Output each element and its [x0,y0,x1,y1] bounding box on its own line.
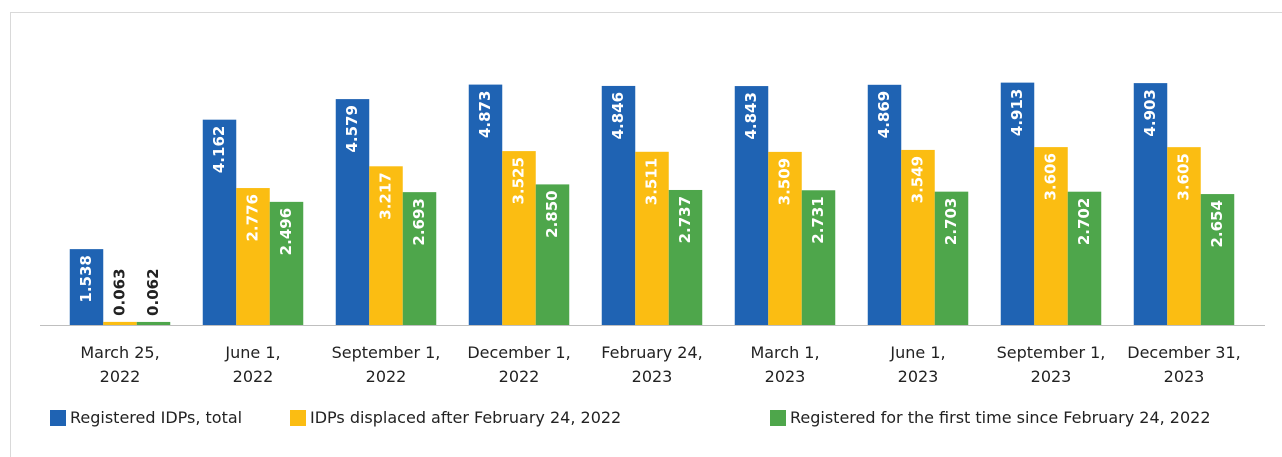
value-label: 3.605 [1175,153,1193,200]
bar [1000,82,1035,325]
x-tick-label: September 1, 2023 [996,343,1106,386]
bar [502,151,536,325]
bar [1167,147,1201,325]
value-label: 3.525 [510,157,528,204]
value-label: 2.737 [676,196,694,243]
value-label: 3.549 [909,156,927,203]
bar [103,321,137,325]
value-label: 2.702 [1075,198,1093,245]
bar [867,84,902,326]
value-label: 2.496 [277,208,295,255]
x-tick-label: March 25, 2022 [80,343,160,386]
bar [601,85,636,325]
bar [768,151,802,325]
value-label: 4.843 [742,92,760,139]
value-label: 2.693 [410,198,428,245]
bar [1200,194,1235,325]
value-label: 0.063 [111,268,129,315]
value-label: 3.511 [643,158,661,205]
bar [801,190,836,325]
bar [136,321,171,325]
x-tick-label: December 1, 2022 [467,343,571,386]
value-label: 4.846 [609,92,627,139]
bar [1133,83,1168,325]
bar [236,188,270,325]
value-label: 2.776 [244,194,262,241]
value-label: 4.903 [1141,89,1159,136]
bar [734,86,769,325]
legend-item: Registered IDPs, total [50,408,242,427]
value-label: 3.509 [776,158,794,205]
bar [202,119,237,325]
legend-label: Registered for the first time since Febr… [790,408,1211,427]
bar [635,151,669,325]
value-label: 2.850 [543,190,561,237]
value-label: 4.162 [210,126,228,173]
value-label: 1.538 [77,255,95,302]
x-tick-label: September 1, 2022 [331,343,441,386]
legend-label: IDPs displaced after February 24, 2022 [310,408,622,427]
bar [335,99,370,326]
bar [402,192,437,325]
value-label: 4.869 [875,91,893,138]
value-label: 4.913 [1008,89,1026,136]
bar [535,184,570,325]
bar [1034,147,1068,325]
legend-swatch [290,409,306,426]
value-label: 3.606 [1042,153,1060,200]
x-tick-label: February 24, 2023 [601,343,703,386]
legend-item: Registered for the first time since Febr… [770,408,1211,427]
value-label: 2.703 [942,198,960,245]
legend-label: Registered IDPs, total [70,408,243,427]
bar [934,191,969,325]
legend-swatch [770,409,786,426]
frame [10,12,1282,457]
x-tick-label: December 31, 2023 [1127,343,1241,386]
legend-item: IDPs displaced after February 24, 2022 [290,408,621,427]
bar [369,166,403,325]
value-label: 2.654 [1208,200,1226,247]
bar [269,201,304,325]
value-label: 3.217 [377,172,395,219]
bar [901,149,935,325]
value-label: 4.873 [476,91,494,138]
x-tick-label: June 1, 2022 [225,343,281,386]
value-label: 2.731 [809,196,827,243]
value-label: 0.062 [144,268,162,315]
bar [1067,191,1102,325]
bar [468,84,503,325]
x-tick-label: June 1, 2023 [890,343,946,386]
bar [668,189,703,325]
legend-swatch [50,409,66,426]
x-tick-label: March 1, 2023 [750,343,820,386]
bar [69,249,104,325]
value-label: 4.579 [343,105,361,152]
